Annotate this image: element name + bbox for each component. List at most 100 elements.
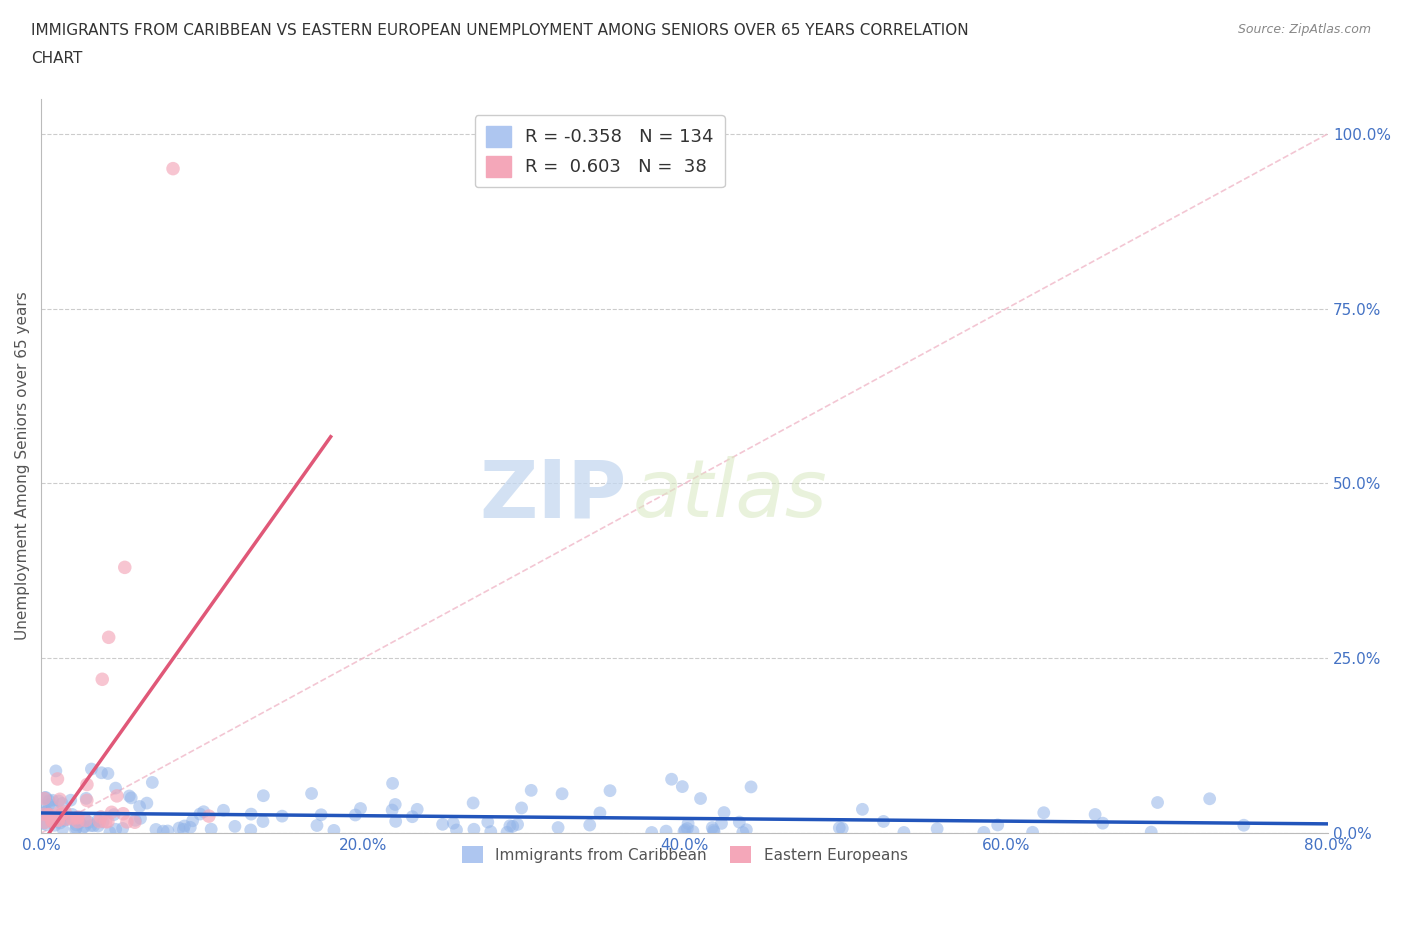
Point: [145, 822, 167, 837]
Point: [90, 809, 112, 824]
Point: [60, 807, 83, 822]
Point: [72, 820, 94, 835]
Point: [172, 822, 194, 837]
Point: [90, 765, 112, 780]
Point: [100, 804, 122, 819]
Point: [38, 807, 60, 822]
Y-axis label: Unemployment Among Seniors over 65 years: Unemployment Among Seniors over 65 years: [15, 292, 30, 641]
Point: [69, 816, 91, 830]
Point: [118, 789, 141, 804]
Point: [156, 824, 179, 839]
Point: [34, 807, 56, 822]
Point: [893, 825, 915, 840]
Point: [703, 824, 725, 839]
Point: [1084, 807, 1107, 822]
Point: [676, 817, 699, 831]
Point: [67, 810, 90, 825]
Point: [104, 822, 127, 837]
Text: CHART: CHART: [31, 51, 83, 66]
Point: [181, 814, 204, 829]
Point: [309, 807, 332, 822]
Point: [52, 813, 75, 828]
Point: [710, 816, 733, 830]
Point: [51, 796, 73, 811]
Point: [673, 822, 696, 837]
Point: [91, 671, 114, 686]
Point: [48, 812, 70, 827]
Point: [38, 797, 60, 812]
Point: [167, 820, 190, 835]
Point: [124, 813, 146, 828]
Point: [60, 811, 83, 826]
Point: [828, 820, 851, 835]
Point: [87, 813, 110, 828]
Point: [551, 787, 574, 802]
Point: [52, 821, 75, 836]
Point: [38, 807, 60, 822]
Point: [111, 821, 134, 836]
Point: [32, 816, 55, 830]
Point: [59, 792, 82, 807]
Point: [1233, 817, 1256, 832]
Point: [502, 818, 524, 833]
Point: [1091, 816, 1114, 830]
Point: [446, 822, 468, 837]
Text: atlas: atlas: [633, 457, 828, 535]
Text: IMMIGRANTS FROM CARIBBEAN VS EASTERN EUROPEAN UNEMPLOYMENT AMONG SENIORS OVER 65: IMMIGRANTS FROM CARIBBEAN VS EASTERN EUR…: [31, 23, 969, 38]
Point: [34, 791, 56, 806]
Point: [520, 783, 543, 798]
Point: [152, 824, 174, 839]
Point: [193, 804, 215, 819]
Point: [60, 811, 83, 826]
Point: [73, 819, 96, 834]
Point: [41, 793, 63, 808]
Point: [80, 818, 103, 833]
Point: [97, 814, 120, 829]
Point: [103, 807, 125, 822]
Point: [66, 810, 89, 825]
Point: [1146, 795, 1168, 810]
Point: [51, 806, 73, 821]
Point: [384, 814, 406, 829]
Point: [477, 815, 499, 830]
Point: [55, 812, 77, 827]
Point: [188, 806, 211, 821]
Point: [35, 790, 58, 805]
Point: [76, 793, 98, 808]
Point: [38, 793, 60, 808]
Point: [173, 818, 195, 833]
Point: [35, 817, 58, 832]
Point: [1032, 805, 1054, 820]
Point: [463, 795, 485, 810]
Point: [271, 809, 294, 824]
Point: [384, 797, 406, 812]
Point: [66, 815, 89, 830]
Point: [349, 801, 371, 816]
Point: [112, 806, 135, 821]
Point: [34, 790, 56, 805]
Point: [97, 766, 120, 781]
Point: [671, 779, 693, 794]
Point: [80, 762, 103, 777]
Point: [735, 822, 758, 837]
Point: [58, 812, 80, 827]
Point: [35, 804, 58, 819]
Point: [381, 776, 404, 790]
Point: [179, 820, 201, 835]
Point: [499, 818, 522, 833]
Point: [655, 824, 678, 839]
Point: [41, 813, 63, 828]
Point: [41, 813, 63, 828]
Point: [702, 820, 724, 835]
Point: [48, 793, 70, 808]
Point: [45, 764, 67, 778]
Point: [305, 818, 328, 833]
Point: [676, 821, 699, 836]
Point: [252, 789, 274, 804]
Point: [200, 822, 222, 837]
Point: [49, 807, 72, 822]
Point: [98, 825, 121, 840]
Point: [872, 814, 894, 829]
Point: [702, 823, 724, 838]
Point: [41, 814, 63, 829]
